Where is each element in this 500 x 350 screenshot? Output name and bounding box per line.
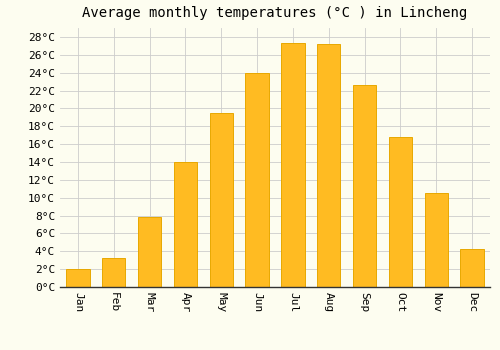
Bar bbox=[246, 73, 268, 287]
Bar bbox=[102, 258, 126, 287]
Bar bbox=[66, 269, 90, 287]
Bar bbox=[174, 162, 197, 287]
Bar bbox=[460, 250, 483, 287]
Bar bbox=[282, 43, 304, 287]
Bar bbox=[317, 44, 340, 287]
Bar bbox=[138, 217, 161, 287]
Bar bbox=[353, 85, 376, 287]
Bar bbox=[210, 113, 233, 287]
Bar bbox=[389, 137, 412, 287]
Title: Average monthly temperatures (°C ) in Lincheng: Average monthly temperatures (°C ) in Li… bbox=[82, 6, 468, 20]
Bar bbox=[424, 193, 448, 287]
